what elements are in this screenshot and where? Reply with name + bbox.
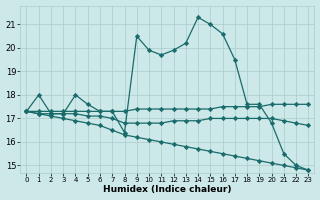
X-axis label: Humidex (Indice chaleur): Humidex (Indice chaleur) <box>103 185 232 194</box>
